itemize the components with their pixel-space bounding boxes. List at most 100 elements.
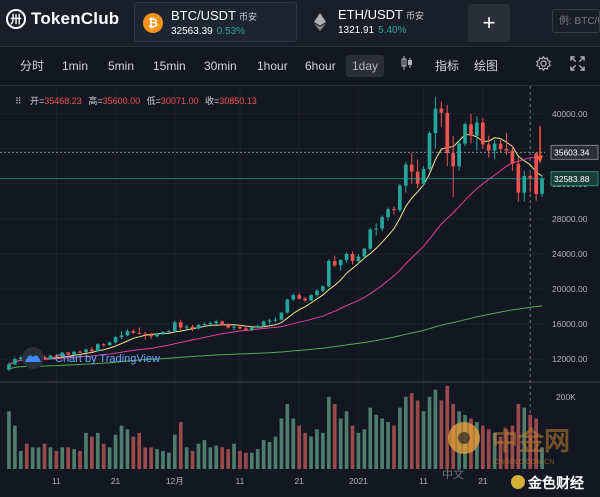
volume-bar — [510, 425, 515, 469]
timeframe-15min[interactable]: 15min — [153, 59, 186, 73]
price-tick-label: 28000.00 — [552, 214, 588, 224]
candle-body — [137, 332, 142, 334]
logo[interactable]: 卅 TokenClub — [6, 9, 119, 29]
candle-body — [48, 355, 53, 360]
bitcoin-icon: ₿ — [143, 13, 163, 33]
candle-body — [72, 351, 76, 355]
volume-bar — [137, 432, 142, 469]
candle-body — [540, 178, 544, 194]
timeframe-5min[interactable]: 5min — [108, 59, 135, 73]
ohlc-high-value: 35600.00 — [103, 96, 141, 106]
volume-bar — [60, 447, 65, 469]
candle-body — [510, 150, 515, 164]
volume-bar — [356, 432, 361, 469]
search-input[interactable]: 例: BTC/USDT — [552, 9, 600, 33]
volume-bar — [101, 443, 106, 469]
candle-body — [321, 286, 325, 291]
price-tick-label: 24000.00 — [552, 249, 588, 259]
candle-body — [356, 256, 361, 261]
candle-body — [60, 352, 65, 357]
volume-bar — [143, 447, 148, 469]
candle-body — [516, 163, 521, 193]
candle-body — [66, 352, 71, 355]
timeframe-fenshi[interactable]: 分时 — [20, 59, 45, 73]
volume-bar — [380, 418, 384, 469]
candle-body — [362, 248, 367, 257]
timeframe-30min[interactable]: 30min — [204, 59, 237, 73]
add-pair-button[interactable]: + — [468, 4, 510, 42]
candle-body — [184, 326, 189, 328]
logo-text: TokenClub — [31, 9, 120, 28]
candle-body — [249, 327, 254, 331]
attribution-text: Chart by TradingView — [55, 353, 160, 365]
candle-body — [226, 324, 230, 328]
candlestick-type-icon[interactable] — [400, 55, 414, 77]
volume-bar — [78, 450, 82, 469]
timeframe-6hour[interactable]: 6hour — [305, 59, 336, 73]
volume-bar — [492, 432, 497, 469]
time-tick-label: 11 — [236, 476, 245, 486]
volume-bar — [261, 440, 266, 469]
candle-body — [90, 349, 94, 352]
time-tick-label: 11 — [419, 476, 428, 486]
volume-bar — [190, 450, 195, 469]
timeframe-1hour[interactable]: 1hour — [257, 59, 288, 73]
time-tick-label: 21 — [294, 476, 304, 486]
candle-body — [480, 122, 485, 145]
volume-bar — [255, 449, 260, 469]
candle-body — [95, 344, 100, 352]
ma-line-2 — [8, 155, 543, 365]
time-tick-label: 12月 — [166, 476, 184, 486]
pair-tab-eth[interactable]: ETH/USDT 币安 1321.91 5.40% — [302, 2, 452, 42]
candle-body — [125, 331, 130, 336]
candle-body — [445, 112, 450, 154]
volume-bar — [184, 447, 189, 469]
pair-tab-btc[interactable]: ₿ BTC/USDT 币安 32563.39 0.53% — [134, 2, 297, 42]
price-chart[interactable]: 12000.00 16000.00 20000.00 24000.00 28000.00… — [0, 86, 600, 492]
fullscreen-icon[interactable] — [570, 55, 585, 77]
indicator-button[interactable]: 指标 — [435, 59, 460, 73]
candle-body — [267, 320, 272, 322]
candle-body — [7, 364, 11, 370]
volume-bar — [516, 404, 521, 469]
volume-bar — [36, 447, 41, 469]
volume-bar — [24, 443, 29, 469]
pair-price: 32563.39 — [171, 26, 213, 37]
candle-body — [498, 143, 503, 149]
candle-body — [291, 295, 296, 300]
candle-body — [143, 333, 148, 335]
candle-body — [469, 124, 473, 136]
volume-bar — [439, 400, 444, 469]
price-marker-badge — [550, 171, 599, 187]
volume-bar — [220, 447, 225, 469]
volume-bar — [54, 450, 59, 469]
legend-settings-icon[interactable]: ⠿ — [15, 96, 22, 106]
volume-bar — [498, 436, 503, 469]
volume-bar — [249, 452, 254, 469]
candle-body — [492, 143, 497, 151]
volume-bar — [113, 434, 118, 469]
volume-bar — [155, 449, 159, 469]
candle-body — [486, 144, 491, 151]
candle-body — [504, 148, 509, 151]
candle-body — [403, 164, 408, 186]
volume-bar — [238, 450, 242, 469]
volume-bar — [167, 452, 171, 469]
volume-bar — [445, 386, 450, 469]
settings-gear-icon[interactable] — [535, 55, 552, 78]
chart-svg: 12000.00 16000.00 20000.00 24000.00 28000.00… — [0, 86, 600, 486]
volume-bar — [398, 407, 402, 469]
pair-price: 1321.91 — [338, 25, 375, 36]
ohlc-high-label: 高= — [88, 95, 102, 106]
volume-bar — [463, 414, 467, 469]
price-tick-label: 20000.00 — [552, 284, 588, 294]
candle-body — [220, 321, 225, 325]
timeframe-1day[interactable]: 1day — [346, 55, 385, 77]
volume-bar — [84, 432, 88, 469]
annotation-arrow-head — [537, 155, 544, 164]
draw-button[interactable]: 绘图 — [474, 59, 499, 73]
candle-body — [409, 164, 414, 172]
tradingview-attribution[interactable]: Chart by TradingView — [22, 347, 160, 369]
volume-bar — [131, 436, 136, 469]
timeframe-1min[interactable]: 1min — [62, 59, 89, 73]
